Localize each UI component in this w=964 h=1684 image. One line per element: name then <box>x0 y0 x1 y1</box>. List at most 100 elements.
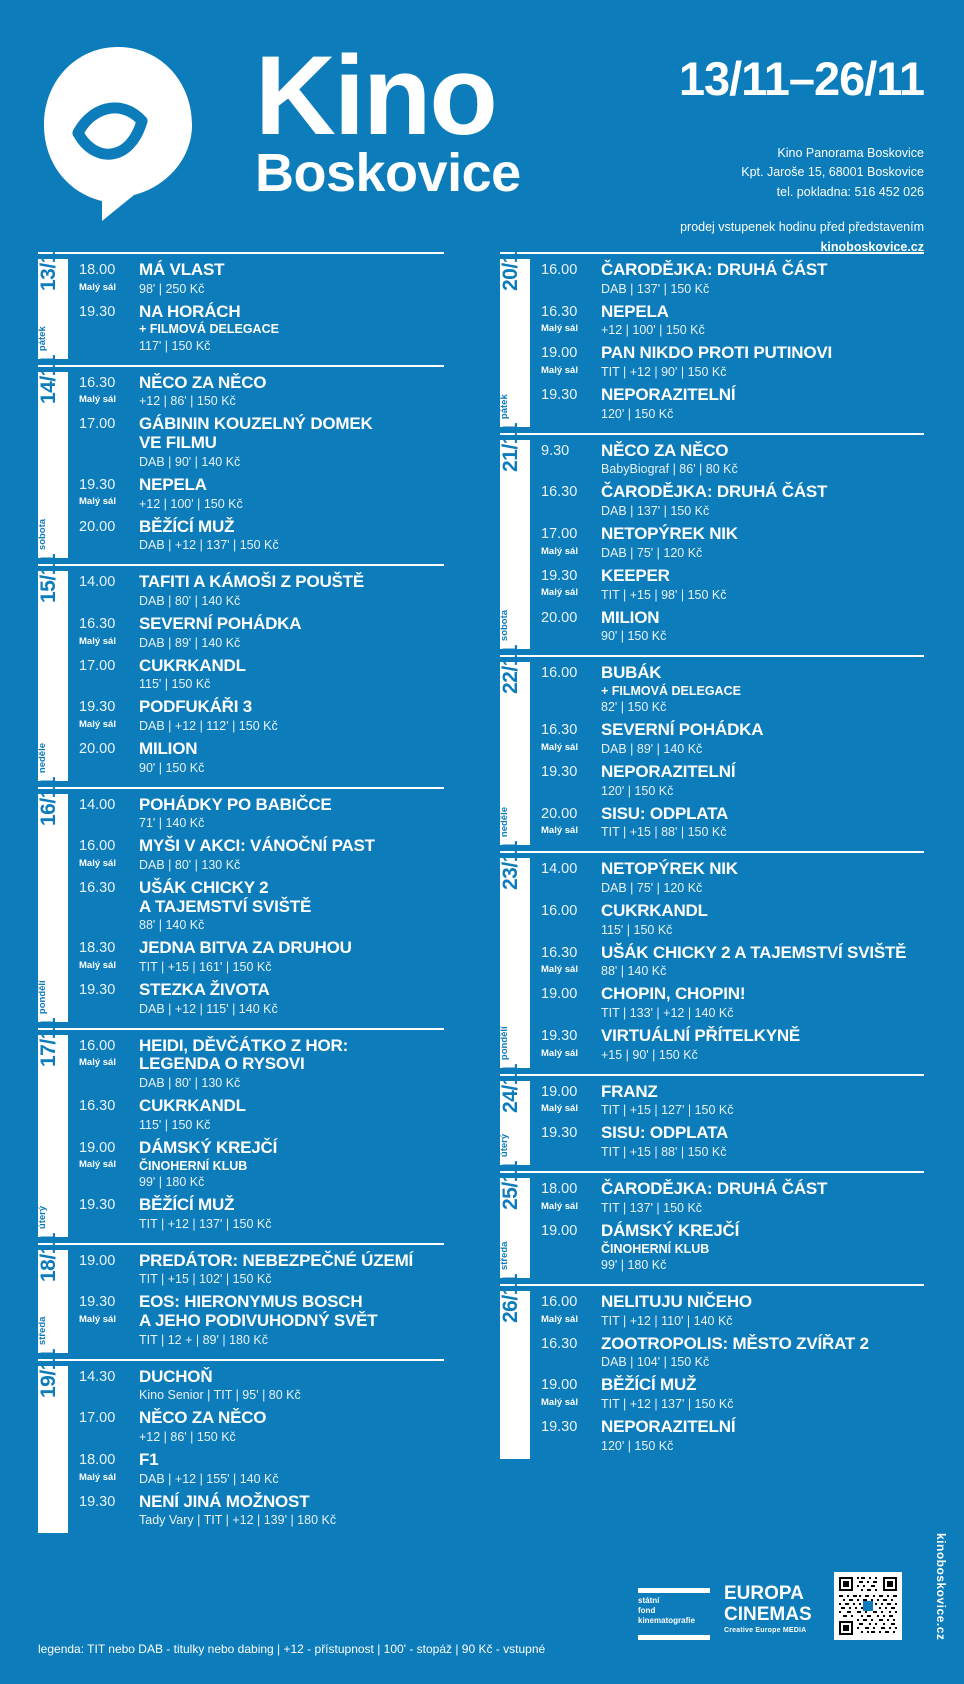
screening-row[interactable]: 16.00 Malý sál HEIDI, DĚVČÁTKO Z HOR: LEGE… <box>79 1036 444 1091</box>
screening-row[interactable]: 16.30 ČARODĚJKA: DRUHÁ ČÁST DAB | 137' | 1… <box>541 482 924 519</box>
screening-row[interactable]: 9.30 NĚCO ZA NĚCO BabyBiograf | 86' | 80 K… <box>541 441 924 478</box>
film-title[interactable]: BĚŽÍCÍ MUŽ <box>601 1375 697 1395</box>
film-title[interactable]: NĚCO ZA NĚCO <box>601 440 729 460</box>
screening-row[interactable]: 17.00 CUKRKANDL 115' | 150 Kč <box>79 656 444 693</box>
screening-row[interactable]: 19.30 NEPORAZITELNÍ 120' | 150 Kč <box>541 1417 924 1454</box>
film-title[interactable]: NELITUJU NIČEHO <box>601 1291 752 1311</box>
film-title[interactable]: JEDNA BITVA ZA DRUHOU <box>139 938 352 958</box>
screening-row[interactable]: 17.00 NĚCO ZA NĚCO +12 | 86' | 150 Kč <box>79 1408 444 1445</box>
film-title[interactable]: NEPELA <box>601 301 669 321</box>
film-title[interactable]: PODFUKÁŘI 3 <box>139 697 253 717</box>
screening-row[interactable]: 20.00 BĚŽÍCÍ MUŽ DAB | +12 | 137' | 150 Kč <box>79 517 444 554</box>
film-title[interactable]: UŠÁK CHICKY 2 A TAJEMSTVÍ SVIŠTĚ <box>601 942 907 962</box>
film-title[interactable]: EOS: HIERONYMUS BOSCH A JEHO PODIVUHODNÝ… <box>139 1292 378 1330</box>
film-title[interactable]: ČARODĚJKA: DRUHÁ ČÁST <box>601 482 828 502</box>
screening-row[interactable]: 19.30 STEZKA ŽIVOTA DAB | +12 | 115' | 140… <box>79 980 444 1017</box>
screening-row[interactable]: 19.30 Malý sál NEPELA +12 | 100' | 150 Kč <box>79 475 444 512</box>
screening-row[interactable]: 14.30 DUCHOŇ Kino Senior | TIT | 95' | 80 … <box>79 1367 444 1404</box>
screening-row[interactable]: 14.00 TAFITI A KÁMOŠI Z POUŠTĚ DAB | 80' |… <box>79 572 444 609</box>
film-title[interactable]: CHOPIN, CHOPIN! <box>601 984 746 1004</box>
film-title[interactable]: TAFITI A KÁMOŠI Z POUŠTĚ <box>139 572 365 592</box>
screening-row[interactable]: 19.30 NEPORAZITELNÍ 120' | 150 Kč <box>541 762 924 799</box>
screening-row[interactable]: 16.30 CUKRKANDL 115' | 150 Kč <box>79 1096 444 1133</box>
screening-row[interactable]: 14.00 POHÁDKY PO BABIČCE 71' | 140 Kč <box>79 795 444 832</box>
film-title[interactable]: NĚCO ZA NĚCO <box>139 1408 267 1428</box>
screening-row[interactable]: 19.30 Malý sál KEEPER TIT | +15 | 98' | 150… <box>541 566 924 603</box>
qr-code-icon[interactable] <box>834 1572 902 1640</box>
film-title[interactable]: PREDÁTOR: NEBEZPEČNÉ ÚZEMÍ <box>139 1250 414 1270</box>
film-title[interactable]: ČARODĚJKA: DRUHÁ ČÁST <box>601 1179 828 1199</box>
screening-row[interactable]: 19.00 PREDÁTOR: NEBEZPEČNÉ ÚZEMÍ TIT | +15… <box>79 1251 444 1288</box>
screening-row[interactable]: 16.30 Malý sál SEVERNÍ POHÁDKA DAB | 89' | … <box>541 720 924 757</box>
screening-row[interactable]: 14.00 NETOPÝREK NIK DAB | 75' | 120 Kč <box>541 859 924 896</box>
screening-row[interactable]: 20.00 Malý sál SISU: ODPLATA TIT | +15 | 88… <box>541 804 924 841</box>
screening-row[interactable]: 16.00 Malý sál MYŠI V AKCI: VÁNOČNÍ PAST DA… <box>79 836 444 873</box>
film-title[interactable]: NETOPÝREK NIK <box>601 859 738 879</box>
screening-row[interactable]: 16.00 CUKRKANDL 115' | 150 Kč <box>541 901 924 938</box>
screening-row[interactable]: 19.00 Malý sál FRANZ TIT | +15 | 127' | 150… <box>541 1082 924 1119</box>
screening-row[interactable]: 19.30 Malý sál EOS: HIERONYMUS BOSCH A JEH… <box>79 1292 444 1347</box>
film-title[interactable]: NEPELA <box>139 474 207 494</box>
film-title[interactable]: CUKRKANDL <box>601 901 708 920</box>
film-title[interactable]: BĚŽÍCÍ MUŽ <box>139 516 235 536</box>
film-title[interactable]: NEPORAZITELNÍ <box>601 1416 736 1436</box>
film-title[interactable]: PAN NIKDO PROTI PUTINOVI <box>601 343 833 363</box>
film-title[interactable]: MILION <box>601 607 660 627</box>
film-title[interactable]: ČARODĚJKA: DRUHÁ ČÁST <box>601 260 828 279</box>
film-title[interactable]: SEVERNÍ POHÁDKA <box>601 720 764 740</box>
screening-row[interactable]: 19.30 BĚŽÍCÍ MUŽ TIT | +12 | 137' | 150 Kč <box>79 1195 444 1232</box>
screening-row[interactable]: 16.00 ČARODĚJKA: DRUHÁ ČÁST DAB | 137' | 1… <box>541 260 924 297</box>
screening-row[interactable]: 16.30 Malý sál SEVERNÍ POHÁDKA DAB | 89' | … <box>79 614 444 651</box>
screening-row[interactable]: 20.00 MILION 90' | 150 Kč <box>541 608 924 645</box>
film-title[interactable]: KEEPER <box>601 565 670 585</box>
film-title[interactable]: NENÍ JINÁ MOŽNOST <box>139 1491 310 1511</box>
screening-row[interactable]: 19.00 Malý sál DÁMSKÝ KREJČÍ ČINOHERNÍ KLUB… <box>79 1138 444 1190</box>
screening-row[interactable]: 20.00 MILION 90' | 150 Kč <box>79 739 444 776</box>
screening-row[interactable]: 16.30 UŠÁK CHICKY 2 A TAJEMSTVÍ SVIŠTĚ 88'… <box>79 878 444 933</box>
film-title[interactable]: SEVERNÍ POHÁDKA <box>139 613 302 633</box>
screening-row[interactable]: 18.00 Malý sál MÁ VLAST 98' | 250 Kč <box>79 260 444 297</box>
screening-row[interactable]: 16.30 Malý sál NĚCO ZA NĚCO +12 | 86' | 150… <box>79 373 444 410</box>
film-title[interactable]: ZOOTROPOLIS: MĚSTO ZVÍŘAT 2 <box>601 1333 869 1353</box>
film-title[interactable]: NEPORAZITELNÍ <box>601 385 736 405</box>
screening-row[interactable]: 16.30 Malý sál UŠÁK CHICKY 2 A TAJEMSTVÍ S… <box>541 943 924 980</box>
screening-row[interactable]: 16.00 BUBÁK + FILMOVÁ DELEGACE 82' | 150 Kč <box>541 663 924 715</box>
film-title[interactable]: CUKRKANDL <box>139 655 246 675</box>
screening-row[interactable]: 17.00 GÁBININ KOUZELNÝ DOMEK VE FILMU DAB … <box>79 414 444 469</box>
film-title[interactable]: SISU: ODPLATA <box>601 803 729 823</box>
screening-row[interactable]: 19.30 NA HORÁCH + FILMOVÁ DELEGACE 117' | 1… <box>79 302 444 354</box>
film-title[interactable]: HEIDI, DĚVČÁTKO Z HOR: LEGENDA O RYSOVI <box>139 1035 349 1074</box>
screening-row[interactable]: 19.30 NEPORAZITELNÍ 120' | 150 Kč <box>541 385 924 422</box>
screening-row[interactable]: 19.00 Malý sál PAN NIKDO PROTI PUTINOVI TIT… <box>541 343 924 380</box>
film-title[interactable]: DÁMSKÝ KREJČÍ <box>601 1220 740 1240</box>
screening-row[interactable]: 17.00 Malý sál NETOPÝREK NIK DAB | 75' | 12… <box>541 524 924 561</box>
film-title[interactable]: SISU: ODPLATA <box>601 1123 729 1143</box>
screening-row[interactable]: 16.30 ZOOTROPOLIS: MĚSTO ZVÍŘAT 2 DAB | 10… <box>541 1334 924 1371</box>
screening-row[interactable]: 19.30 Malý sál PODFUKÁŘI 3 DAB | +12 | 112'… <box>79 697 444 734</box>
screening-row[interactable]: 16.30 Malý sál NEPELA +12 | 100' | 150 Kč <box>541 302 924 339</box>
film-title[interactable]: FRANZ <box>601 1081 658 1101</box>
screening-row[interactable]: 19.00 DÁMSKÝ KREJČÍ ČINOHERNÍ KLUB 99' | 18… <box>541 1221 924 1273</box>
film-title[interactable]: GÁBININ KOUZELNÝ DOMEK VE FILMU <box>139 414 373 453</box>
website-link[interactable]: kinoboskovice.cz <box>820 239 924 254</box>
film-title[interactable]: BUBÁK <box>601 663 662 683</box>
film-title[interactable]: DÁMSKÝ KREJČÍ <box>139 1137 278 1157</box>
screening-row[interactable]: 18.30 Malý sál JEDNA BITVA ZA DRUHOU TIT | … <box>79 938 444 975</box>
film-title[interactable]: STEZKA ŽIVOTA <box>139 980 270 1000</box>
screening-row[interactable]: 19.00 Malý sál BĚŽÍCÍ MUŽ TIT | +12 | 137' … <box>541 1375 924 1412</box>
film-title[interactable]: CUKRKANDL <box>139 1096 246 1116</box>
film-title[interactable]: MILION <box>139 738 198 758</box>
film-title[interactable]: NETOPÝREK NIK <box>601 524 738 544</box>
film-title[interactable]: POHÁDKY PO BABIČCE <box>139 794 332 814</box>
film-title[interactable]: NĚCO ZA NĚCO <box>139 372 267 392</box>
film-title[interactable]: UŠÁK CHICKY 2 A TAJEMSTVÍ SVIŠTĚ <box>139 878 312 916</box>
film-title[interactable]: DUCHOŇ <box>139 1366 213 1386</box>
screening-row[interactable]: 16.00 Malý sál NELITUJU NIČEHO TIT | +12 | … <box>541 1292 924 1329</box>
film-title[interactable]: NA HORÁCH <box>139 301 241 321</box>
screening-row[interactable]: 18.00 Malý sál F1 DAB | +12 | 155' | 140 Kč <box>79 1450 444 1487</box>
film-title[interactable]: MYŠI V AKCI: VÁNOČNÍ PAST <box>139 836 375 856</box>
screening-row[interactable]: 19.00 CHOPIN, CHOPIN! TIT | 133' | +12 | 1… <box>541 984 924 1021</box>
screening-row[interactable]: 19.30 NENÍ JINÁ MOŽNOST Tady Vary | TIT | … <box>79 1492 444 1529</box>
film-title[interactable]: BĚŽÍCÍ MUŽ <box>139 1194 235 1214</box>
screening-row[interactable]: 18.00 Malý sál ČARODĚJKA: DRUHÁ ČÁST TIT | … <box>541 1179 924 1216</box>
